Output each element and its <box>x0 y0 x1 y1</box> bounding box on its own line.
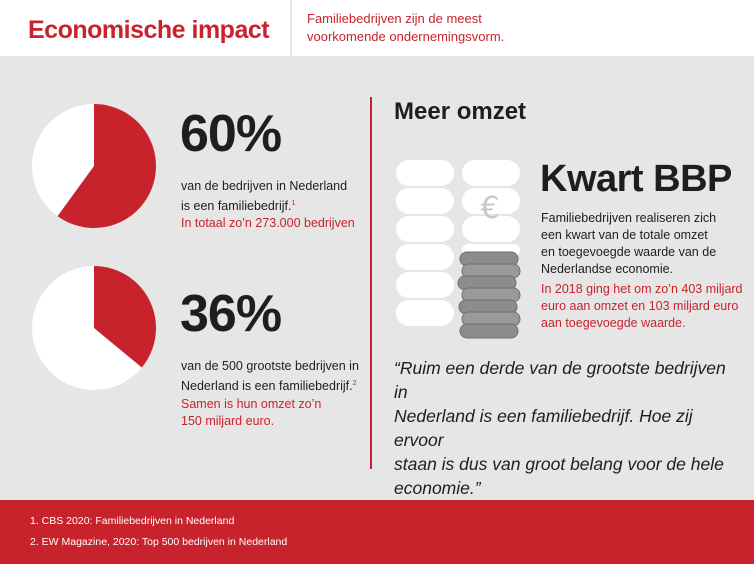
omzet-red-line-3: aan toegevoegde waarde. <box>541 316 686 330</box>
stat-36-red-line-1: Samen is hun omzet zo’n <box>181 397 322 411</box>
omzet-description: Familiebedrijven realiseren zich een kwa… <box>541 210 741 278</box>
pie-60-slice <box>57 104 156 228</box>
pie-36-slice <box>94 266 156 368</box>
kwart-bbp-heading: Kwart BBP <box>540 158 732 200</box>
quote-line-1: “Ruim een derde van de grootste bedrijve… <box>394 358 726 402</box>
euro-symbol-icon: € <box>480 191 499 226</box>
stat-60-line-1: van de bedrijven in Nederland <box>181 179 348 193</box>
intro-box <box>292 0 754 56</box>
intro-line-2: voorkomende ondernemingsvorm. <box>307 29 505 44</box>
intro-text: Familiebedrijven zijn de meest voorkomen… <box>307 10 727 46</box>
omzet-line-4: Nederlandse economie. <box>541 262 674 276</box>
omzet-line-1: Familiebedrijven realiseren zich <box>541 211 717 225</box>
title-box <box>0 0 290 56</box>
stat-60-line-2: is een familiebedrijf.1 <box>181 195 361 215</box>
footnote-2: 2. EW Magazine, 2020: Top 500 bedrijven … <box>30 536 288 548</box>
omzet-line-2: een kwart van de totale omzet <box>541 228 708 242</box>
omzet-red-line-2: euro aan omzet en 103 miljard euro <box>541 299 739 313</box>
stat-60-percent: 60% <box>180 105 282 163</box>
vertical-divider <box>370 97 372 469</box>
footnote-ref-1: 1 <box>291 200 296 207</box>
quote-line-2: Nederland is een familiebedrijf. Hoe zij… <box>394 406 693 450</box>
gray-coin-stack <box>457 251 521 339</box>
pie-chart-60 <box>32 104 156 228</box>
omzet-2018-figures: In 2018 ging het om zo’n 403 miljard eur… <box>541 281 746 332</box>
stat-36-line-1: van de 500 grootste bedrijven in <box>181 359 359 373</box>
footer <box>0 500 754 564</box>
stat-36-revenue: Samen is hun omzet zo’n 150 miljard euro… <box>181 396 361 430</box>
footnote-ref-2: 2 <box>352 380 357 387</box>
quote: “Ruim een derde van de grootste bedrijve… <box>394 356 734 500</box>
omzet-line-3: en toegevoegde waarde van de <box>541 245 717 259</box>
page-title: Economische impact <box>28 16 270 44</box>
intro-line-1: Familiebedrijven zijn de meest <box>307 11 482 26</box>
stat-60-total: In totaal zo’n 273.000 bedrijven <box>181 216 355 230</box>
pie-chart-36 <box>32 266 156 390</box>
section-heading: Meer omzet <box>394 98 527 125</box>
stat-60-description: van de bedrijven in Nederland is een fam… <box>181 178 361 215</box>
stat-60-line-2-text: is een familiebedrijf. <box>181 199 292 214</box>
quote-line-4: economie.” <box>394 478 481 498</box>
stat-36-percent: 36% <box>180 285 282 343</box>
stat-36-description: van de 500 grootste bedrijven in Nederla… <box>181 358 366 395</box>
stat-36-line-2: Nederland is een familiebedrijf.2 <box>181 375 366 395</box>
quote-line-3: staan is dus van groot belang voor de he… <box>394 454 724 474</box>
stat-36-red-line-2: 150 miljard euro. <box>181 414 275 428</box>
stat-36-line-2-text: Nederland is een familiebedrijf. <box>181 379 353 394</box>
white-coin-stack-left <box>396 160 454 326</box>
coin-stacks-illustration: € <box>396 160 521 339</box>
footnote-1: 1. CBS 2020: Familiebedrijven in Nederla… <box>30 515 235 527</box>
omzet-red-line-1: In 2018 ging het om zo’n 403 miljard <box>541 282 743 296</box>
